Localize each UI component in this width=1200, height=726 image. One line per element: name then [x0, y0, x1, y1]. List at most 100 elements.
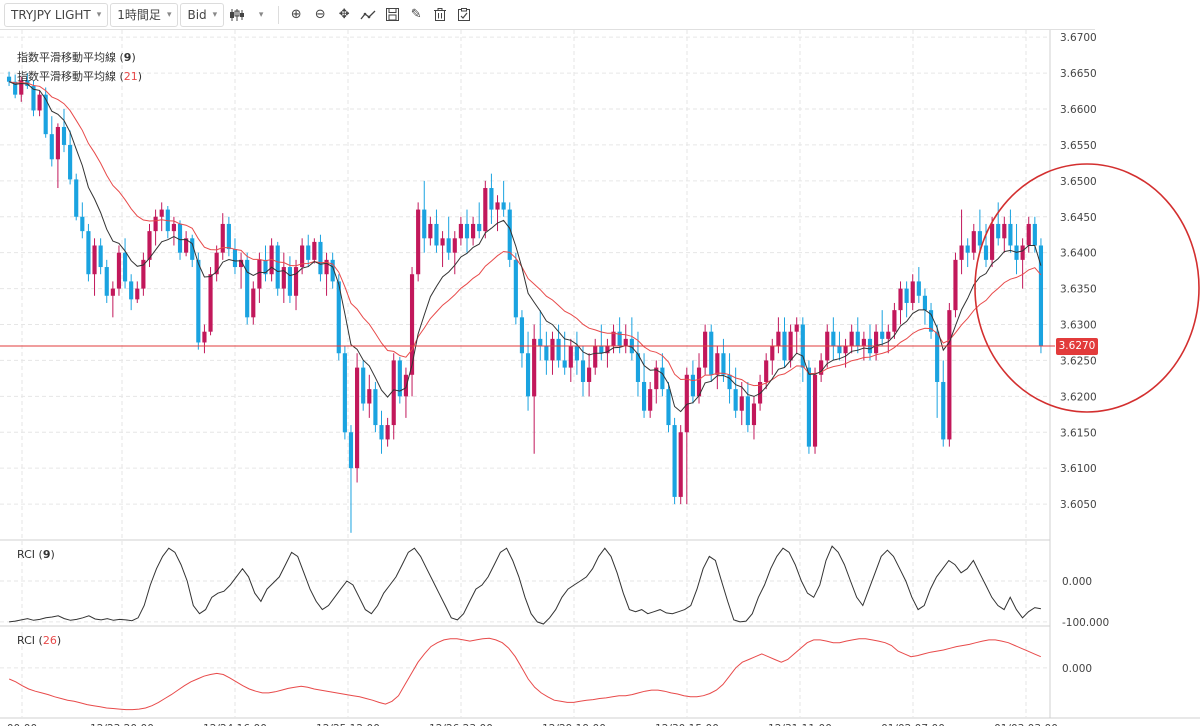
- clipboard-icon[interactable]: [453, 3, 475, 27]
- candle: [1020, 238, 1025, 289]
- candle: [49, 116, 54, 167]
- candle-body: [806, 367, 811, 447]
- candle: [977, 209, 982, 253]
- candle: [318, 234, 323, 282]
- candle: [904, 281, 909, 318]
- candle-body: [1020, 245, 1025, 260]
- candle: [434, 209, 439, 253]
- candle: [983, 223, 989, 268]
- candle-body: [214, 252, 219, 275]
- candle: [409, 267, 415, 397]
- candle-body: [623, 338, 628, 347]
- move-icon[interactable]: ✥: [338, 7, 350, 22]
- candle-body: [245, 259, 250, 318]
- candle: [867, 324, 873, 361]
- candle: [947, 302, 952, 447]
- price-tick-label: 3.6100: [1060, 463, 1097, 475]
- candle: [1038, 238, 1044, 354]
- candle-body: [733, 389, 738, 411]
- trash-icon[interactable]: [429, 3, 451, 27]
- current-price-label: 3.6270: [1056, 337, 1098, 355]
- candle: [519, 310, 525, 368]
- candle: [397, 356, 402, 404]
- candle-body: [385, 425, 390, 440]
- candle: [440, 231, 445, 268]
- candle-body: [1026, 223, 1031, 246]
- rci26-line: [9, 637, 1041, 711]
- candle: [922, 288, 928, 325]
- candle: [538, 310, 543, 361]
- candle-body: [532, 338, 537, 397]
- candle: [495, 195, 500, 232]
- candle: [416, 202, 421, 282]
- candle: [239, 252, 244, 289]
- candle-body: [239, 259, 244, 268]
- candle: [489, 173, 494, 224]
- candle: [43, 87, 48, 138]
- candle-body: [959, 245, 964, 260]
- candle-body: [232, 249, 238, 268]
- candle: [849, 324, 854, 354]
- candle: [709, 324, 714, 382]
- candle: [910, 274, 915, 311]
- candle-body: [196, 259, 201, 343]
- candle-body: [574, 346, 579, 361]
- candle: [68, 130, 73, 185]
- candle-body: [13, 81, 18, 95]
- candle-body: [690, 374, 695, 397]
- pencil-icon[interactable]: ✎: [410, 7, 422, 22]
- zoom-in-icon[interactable]: ⊕: [290, 7, 302, 22]
- candle-body: [580, 360, 586, 382]
- candle: [202, 324, 207, 354]
- price-tick-label: 3.6500: [1060, 176, 1097, 188]
- candle-body: [159, 209, 164, 217]
- chevron-down-icon[interactable]: ▾: [258, 9, 264, 20]
- candle-body: [336, 281, 341, 354]
- candle-body: [477, 223, 482, 232]
- candle-body: [80, 216, 85, 232]
- draw-trend-icon[interactable]: [357, 3, 379, 27]
- candle: [122, 238, 128, 289]
- candle: [379, 410, 384, 454]
- candle: [684, 367, 689, 505]
- price-type-select[interactable]: Bid ▾: [180, 2, 225, 27]
- candle-body: [727, 374, 732, 390]
- candle: [165, 205, 170, 239]
- candle: [800, 317, 805, 382]
- candle-body: [513, 259, 518, 318]
- candle-body: [281, 267, 286, 289]
- chart-canvas[interactable]: 3.6050 3.6100 3.6150 3.6200 3.6250 3.6300 3.63…: [0, 30, 1200, 726]
- candle-body: [635, 353, 641, 382]
- candle-body: [208, 274, 213, 332]
- candle: [61, 109, 67, 153]
- candle-body: [379, 425, 384, 440]
- candle: [147, 223, 152, 268]
- candle: [513, 252, 518, 325]
- candle-body: [556, 338, 561, 361]
- candle: [464, 209, 470, 253]
- candle: [13, 74, 18, 99]
- candle: [458, 216, 463, 246]
- candle-body: [519, 317, 525, 354]
- candle: [953, 252, 958, 318]
- candle: [6, 71, 12, 87]
- candle: [141, 252, 146, 296]
- candle: [31, 80, 36, 117]
- candle: [794, 317, 799, 354]
- timeframe-select[interactable]: 1時間足 ▾: [110, 2, 179, 27]
- symbol-select[interactable]: TRYJPY LIGHT ▾: [4, 2, 109, 27]
- candlestick-icon[interactable]: [226, 3, 248, 27]
- candle-body: [1038, 245, 1044, 347]
- save-icon[interactable]: [381, 3, 403, 27]
- rci26-pane: [9, 637, 1041, 711]
- candle: [532, 324, 537, 454]
- ema9-line: [8, 81, 1042, 413]
- candle-body: [922, 295, 928, 311]
- candle-body: [355, 367, 360, 469]
- candle: [74, 173, 79, 221]
- candle: [275, 241, 280, 296]
- zoom-out-icon[interactable]: ⊖: [314, 7, 326, 22]
- candle: [55, 123, 60, 189]
- candle: [220, 213, 225, 260]
- time-tick-label: 12/26 23:00: [429, 723, 493, 726]
